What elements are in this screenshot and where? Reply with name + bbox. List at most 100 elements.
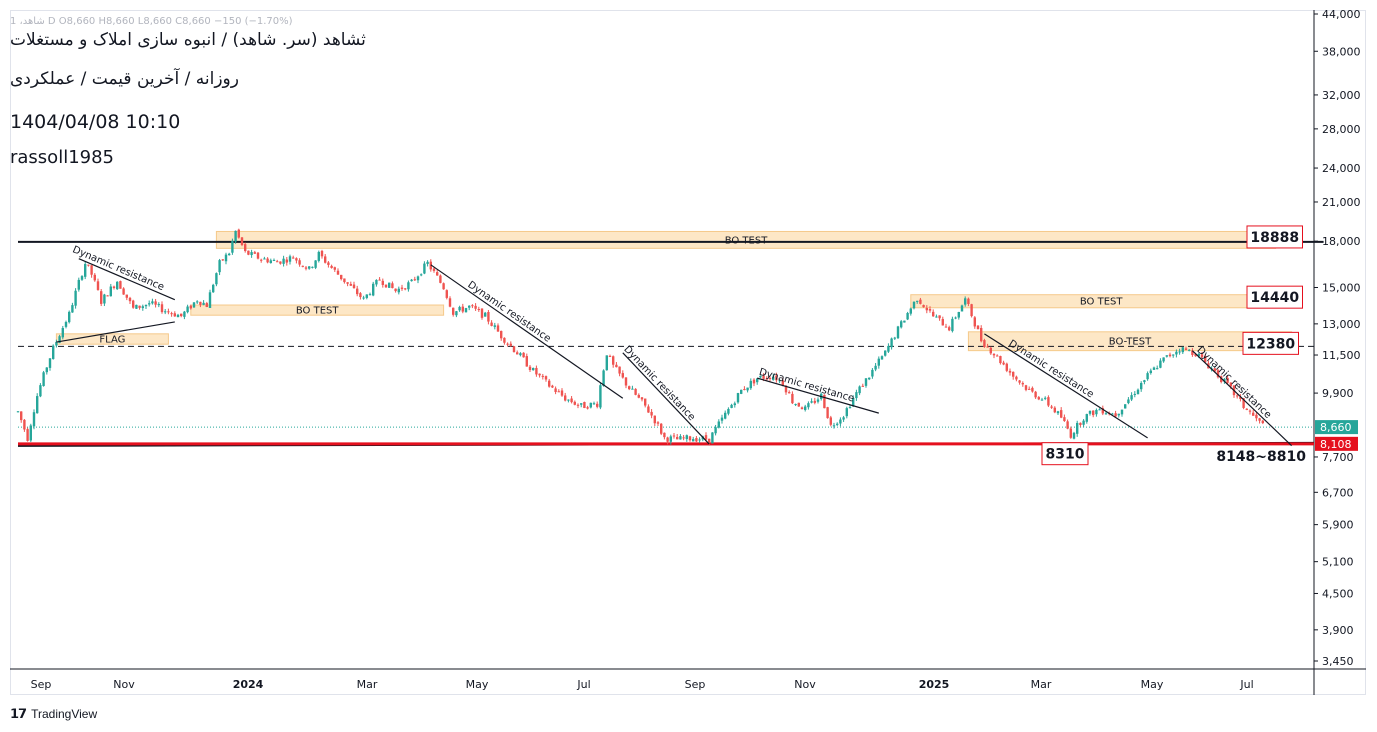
- tradingview-brand[interactable]: 𝟭𝟳 TradingView: [10, 706, 97, 722]
- candle-body: [653, 415, 656, 424]
- candle-body: [560, 390, 564, 396]
- candle-body: [698, 439, 701, 441]
- candle-body: [768, 377, 772, 380]
- price-axis-tag-8,660: [1315, 420, 1358, 435]
- price-axis-tag-text-8,108: 8,108: [1320, 438, 1352, 451]
- zone-label-1: BO TEST: [296, 306, 340, 317]
- candle-body: [592, 403, 596, 405]
- candle-body: [448, 298, 452, 307]
- candle-body: [704, 435, 708, 440]
- level-box-text-14440: 14440: [1250, 290, 1299, 306]
- candle-body: [999, 356, 1002, 364]
- candle-body: [1040, 399, 1044, 401]
- candle-body: [343, 278, 346, 283]
- x-tick-label-Jul: Jul: [1239, 678, 1253, 691]
- candle-body: [669, 436, 672, 442]
- candle-body: [327, 262, 330, 265]
- y-tick-label-7,700: 7,700: [1322, 451, 1354, 464]
- candle-body: [730, 404, 733, 408]
- candle-body: [474, 305, 477, 309]
- candle-body: [426, 261, 429, 264]
- candle-body: [45, 367, 48, 373]
- candle-body: [535, 367, 538, 375]
- candle-body: [388, 282, 391, 288]
- candle-body: [16, 411, 20, 413]
- candle-body: [55, 341, 58, 346]
- candle-body: [442, 283, 445, 290]
- candle-body: [362, 297, 365, 299]
- candle-body: [493, 325, 496, 327]
- candle-body: [1092, 410, 1095, 416]
- candle-body: [564, 395, 567, 401]
- candle-body: [1252, 412, 1255, 416]
- candle-body: [624, 377, 628, 386]
- candle-body: [29, 425, 32, 441]
- candle-body: [522, 352, 525, 358]
- candle-body: [132, 300, 135, 308]
- candle-body: [637, 394, 640, 398]
- chart-subtitle: روزانه / آخرین قیمت / عملکردی: [10, 69, 239, 89]
- candles-group: [16, 228, 1264, 446]
- y-tick-label-6,700: 6,700: [1322, 486, 1354, 499]
- candle-body: [685, 435, 688, 440]
- candle-body: [391, 283, 394, 289]
- y-tick-label-4,500: 4,500: [1322, 587, 1354, 600]
- candle-body: [77, 279, 80, 290]
- candle-body: [1261, 420, 1264, 424]
- candle-body: [340, 274, 343, 280]
- candle-body: [1130, 395, 1133, 400]
- candle-body: [87, 264, 90, 266]
- candle-body: [509, 343, 512, 346]
- candle-body: [762, 375, 765, 379]
- candle-body: [532, 368, 535, 371]
- candle-body: [1248, 410, 1252, 412]
- candle-body: [813, 400, 816, 403]
- y-tick-label-24,000: 24,000: [1322, 162, 1361, 175]
- candle-body: [39, 385, 42, 397]
- x-tick-label-Nov: Nov: [794, 678, 816, 691]
- candle-body: [743, 389, 746, 391]
- candle-body: [250, 252, 253, 256]
- candle-body: [906, 313, 909, 320]
- candle-body: [1056, 411, 1060, 414]
- candle-body: [477, 309, 480, 311]
- candle-body: [58, 336, 61, 343]
- candle-body: [1008, 370, 1012, 373]
- candle-body: [272, 259, 276, 261]
- y-tick-label-28,000: 28,000: [1322, 123, 1361, 136]
- candle-body: [964, 298, 967, 305]
- candle-body: [1204, 356, 1207, 363]
- candle-body: [400, 287, 404, 289]
- candle-body: [887, 345, 890, 352]
- candle-body: [116, 281, 119, 290]
- price-axis-tag-text-8,660: 8,660: [1320, 421, 1352, 434]
- candle-body: [621, 373, 624, 378]
- candle-body: [282, 258, 285, 264]
- candle-body: [580, 403, 583, 405]
- range-label: 8148~8810: [1216, 449, 1306, 465]
- candle-body: [128, 297, 132, 302]
- candle-body: [109, 286, 112, 297]
- y-tick-label-9,900: 9,900: [1322, 387, 1354, 400]
- x-tick-label-May: May: [466, 678, 489, 691]
- candle-body: [455, 311, 458, 316]
- candle-body: [1226, 377, 1229, 383]
- candle-body: [1005, 363, 1008, 371]
- candle-body: [893, 337, 896, 339]
- candle-body: [308, 266, 311, 269]
- candle-body: [909, 308, 912, 314]
- candle-body: [1015, 376, 1018, 380]
- dynamic-resistance-line-0: [78, 258, 176, 301]
- x-tick-label-2024: 2024: [233, 678, 264, 691]
- x-tick-label-Mar: Mar: [1031, 678, 1052, 691]
- candle-body: [576, 404, 580, 406]
- candle-body: [983, 340, 986, 347]
- candle-body: [628, 386, 631, 390]
- candle-body: [880, 356, 884, 360]
- candle-body: [775, 375, 778, 381]
- candle-body: [500, 330, 503, 339]
- candle-body: [1188, 349, 1191, 351]
- candle-body: [295, 258, 298, 261]
- candle-body: [708, 438, 711, 443]
